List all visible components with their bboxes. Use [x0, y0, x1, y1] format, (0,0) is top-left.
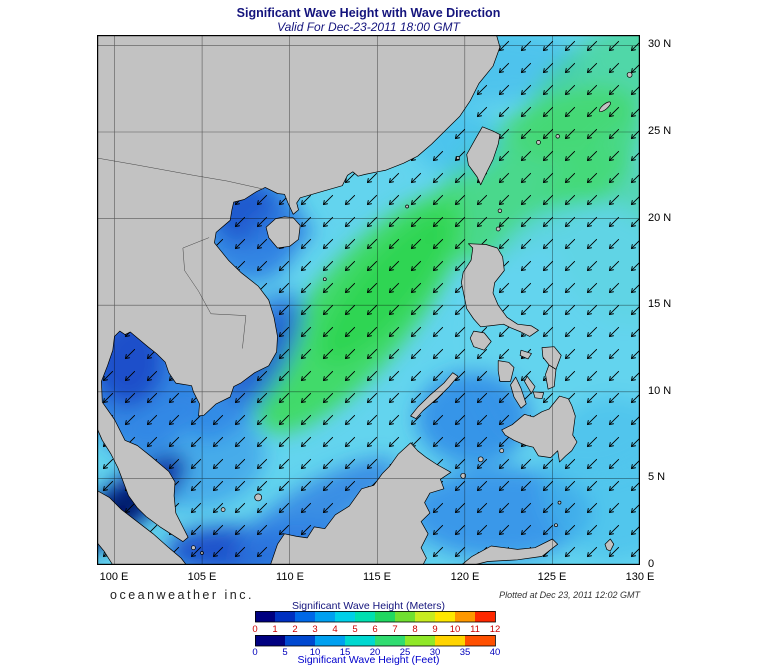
- land-masses: [97, 35, 633, 565]
- panay: [497, 360, 515, 382]
- feet-tick: 15: [339, 647, 351, 658]
- meters-tick: 8: [412, 624, 418, 635]
- lat-label: 5 N: [648, 471, 666, 483]
- mainland-asia: [97, 35, 501, 542]
- sulawesi-north-arm: [461, 538, 559, 565]
- meters-tick: 6: [372, 624, 378, 635]
- halmahera: [604, 538, 615, 552]
- lon-label: 130 E: [625, 571, 655, 583]
- lon-label: 115 E: [363, 571, 391, 583]
- feet-tick: 25: [399, 647, 411, 658]
- meters-tick: 2: [292, 624, 298, 635]
- lon-label: 125 E: [537, 571, 567, 583]
- meters-tick: 10: [449, 624, 461, 635]
- meters-tick: 0: [252, 624, 258, 635]
- cebu: [524, 375, 536, 394]
- page-title: Significant Wave Height with Wave Direct…: [236, 6, 501, 20]
- small-islands: [191, 71, 633, 555]
- country-borders: [97, 157, 264, 349]
- feet-tick: 35: [459, 647, 471, 658]
- meters-tick: 1: [272, 624, 278, 635]
- mindoro: [469, 330, 492, 351]
- lat-label: 0: [648, 558, 655, 570]
- grid-lines: [97, 35, 640, 565]
- mindanao: [501, 395, 578, 463]
- meters-tick: 9: [432, 624, 438, 635]
- lat-label: 30 N: [648, 38, 672, 50]
- meters-tick: 11: [470, 624, 480, 635]
- luzon: [461, 243, 539, 337]
- lon-label: 120 E: [450, 571, 480, 583]
- lat-label: 20 N: [648, 212, 672, 224]
- lon-label: 110 E: [276, 571, 304, 583]
- lon-label: 105 E: [187, 571, 217, 583]
- wave-height-map: [97, 35, 640, 565]
- meters-tick: 4: [332, 624, 338, 635]
- colorbar-meters-label: Significant Wave Height (Meters): [291, 600, 446, 612]
- feet-tick: 30: [429, 647, 441, 658]
- meters-tick: 5: [352, 624, 358, 635]
- colorbar-feet: [255, 635, 496, 647]
- negros: [510, 376, 527, 409]
- feet-tick: 40: [489, 647, 501, 658]
- borneo: [270, 442, 452, 565]
- meters-tick: 12: [489, 624, 501, 635]
- feet-tick: 10: [309, 647, 321, 658]
- sumatra: [97, 490, 187, 565]
- feet-tick: 5: [282, 647, 288, 658]
- bohol: [532, 391, 545, 400]
- lon-label: 100 E: [99, 571, 129, 583]
- valid-time-subtitle: Valid For Dec-23-2011 18:00 GMT: [277, 20, 460, 34]
- taiwan: [466, 126, 501, 186]
- colorbar-feet-label: Significant Wave Height (Feet): [297, 654, 440, 665]
- feet-tick: 20: [369, 647, 381, 658]
- map-frame: [97, 35, 640, 565]
- plotted-at-timestamp: Plotted at Dec 23, 2011 12:02 GMT: [499, 590, 640, 600]
- lat-label: 10 N: [648, 385, 672, 397]
- lat-label: 25 N: [648, 125, 672, 137]
- meters-tick: 3: [312, 624, 318, 635]
- samar: [541, 346, 562, 370]
- feet-tick: 0: [252, 647, 258, 658]
- oceanweather-credit: oceanweather inc.: [110, 588, 254, 602]
- masbate: [519, 349, 532, 360]
- lat-label: 15 N: [648, 298, 672, 310]
- meters-tick: 7: [392, 624, 398, 635]
- hainan: [265, 216, 301, 249]
- colorbar-meters: [255, 611, 496, 623]
- palawan: [410, 372, 459, 419]
